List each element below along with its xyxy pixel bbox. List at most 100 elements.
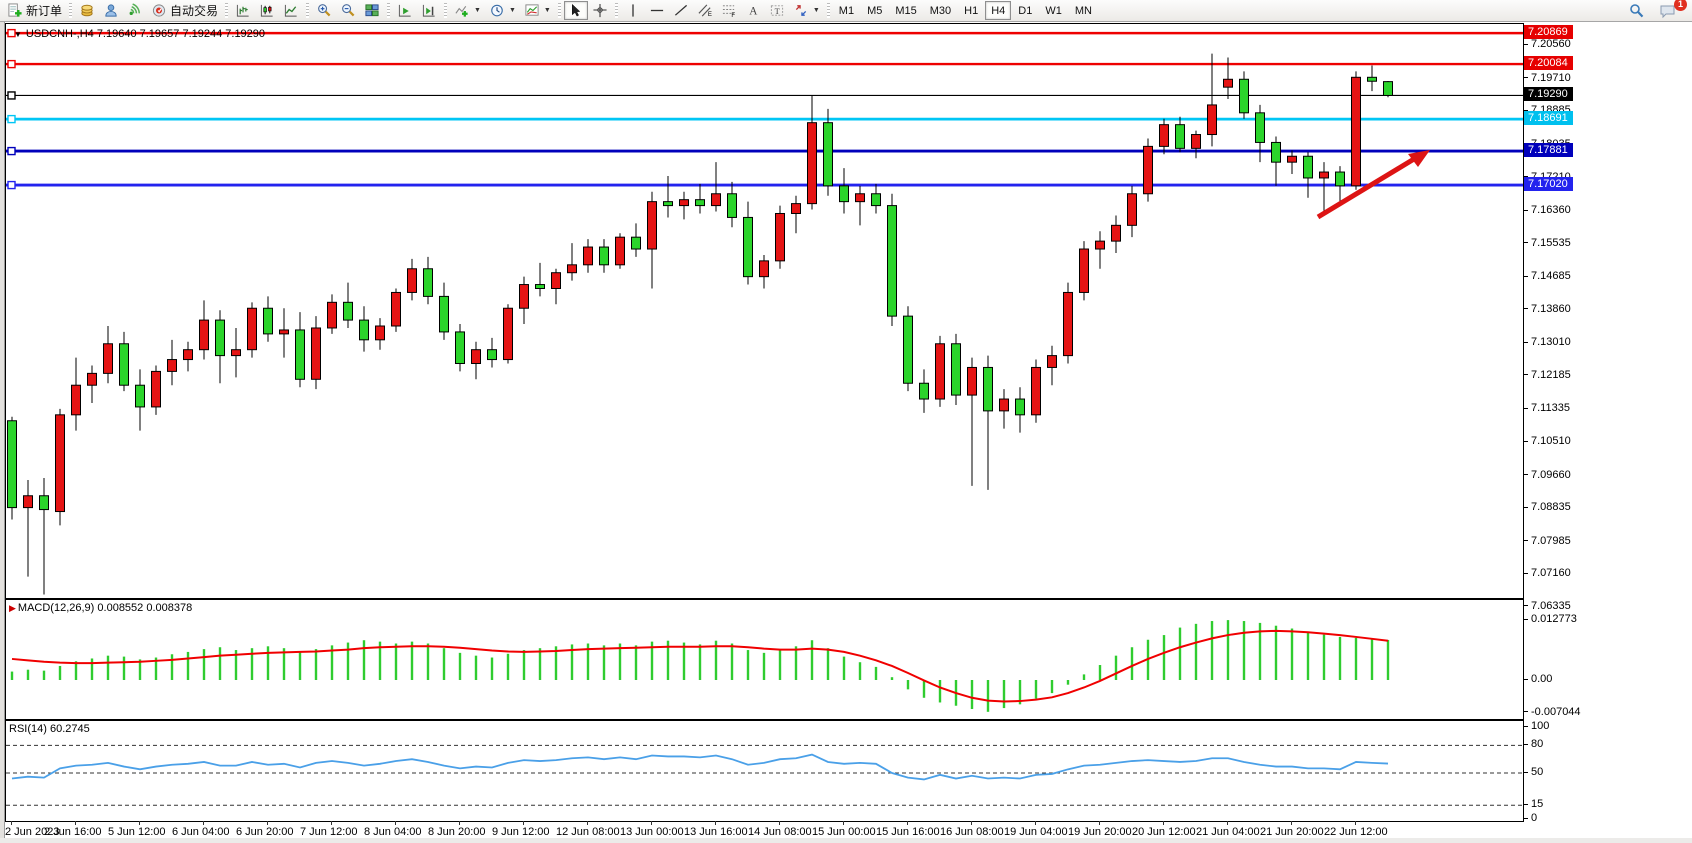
candle-body[interactable] [1143,145,1153,195]
candle-body[interactable] [951,343,961,396]
bar-chart-button[interactable] [231,1,255,20]
candle-body[interactable] [743,216,753,278]
periods-button[interactable]: ▼ [485,1,520,20]
candle-body[interactable] [839,185,849,203]
candle-body[interactable] [711,193,721,207]
candle-body[interactable] [791,203,801,214]
candle-body[interactable] [535,284,545,289]
candle-body[interactable] [983,366,993,412]
candle-body[interactable] [999,398,1009,412]
candle-body[interactable] [23,495,33,509]
candle-body[interactable] [1095,240,1105,250]
zoom-in-button[interactable] [312,1,336,20]
profile-button[interactable] [99,1,123,20]
candle-body[interactable] [919,382,929,400]
candle-body[interactable] [359,319,369,341]
arrow-shapes-button[interactable]: ▼ [789,1,824,20]
candle-body[interactable] [727,193,737,218]
candle-body[interactable] [487,349,497,361]
search-button[interactable] [1624,1,1649,20]
candle-body[interactable] [199,319,209,351]
line-anchor-handle[interactable] [7,114,16,124]
candle-body[interactable] [343,301,353,321]
signal-button[interactable] [123,1,147,20]
candle-body[interactable] [103,343,113,374]
rsi-svg[interactable] [6,721,1523,821]
macd-svg[interactable] [6,600,1523,719]
candle-body[interactable] [455,331,465,365]
autotrading-button[interactable]: 自动交易 [147,1,222,20]
candle-body[interactable] [327,301,337,329]
main-chart-panel[interactable]: ▼ USDCNH-,H4 7.19640 7.19657 7.19244 7.19… [5,23,1524,599]
line-anchor-handle[interactable] [7,59,16,69]
candle-body[interactable] [519,284,529,309]
candle-body[interactable] [375,325,385,341]
macd-panel[interactable]: ▶ MACD(12,26,9) 0.008552 0.008378 [5,599,1524,720]
candle-body[interactable] [1159,124,1169,147]
candle-body[interactable] [967,366,977,396]
candle-body[interactable] [231,349,241,357]
candle-body[interactable] [1255,112,1265,143]
candle-body[interactable] [1351,76,1361,187]
candle-body[interactable] [391,291,401,327]
timeframe-button-M1[interactable]: M1 [833,1,860,20]
text-button[interactable]: A [741,1,765,20]
candle-body[interactable] [151,370,161,408]
price-axis[interactable]: 7.205607.197107.188857.180357.172107.163… [1523,22,1692,824]
candle-body[interactable] [1207,104,1217,136]
candle-body[interactable] [1015,398,1025,416]
candle-body[interactable] [599,246,609,266]
line-anchor-handle[interactable] [7,180,16,190]
candle-body[interactable] [663,201,673,207]
rsi-line[interactable] [11,753,1389,781]
trendline-button[interactable] [669,1,693,20]
crosshair-button[interactable] [588,1,612,20]
macd-signal-line[interactable] [11,629,1389,703]
candle-body[interactable] [423,268,433,297]
candle-body[interactable] [631,236,641,250]
rsi-panel[interactable]: RSI(14) 60.2745 [5,720,1524,822]
cursor-button[interactable] [563,1,588,20]
candle-body[interactable] [1111,224,1121,242]
timeframe-button-M15[interactable]: M15 [889,1,922,20]
candle-body[interactable] [247,307,257,351]
candle-body[interactable] [279,329,289,335]
zoom-out-button[interactable] [336,1,360,20]
candle-body[interactable] [1383,81,1393,96]
timeframe-button-M30[interactable]: M30 [924,1,957,20]
tile-windows-button[interactable] [360,1,384,20]
candle-body[interactable] [1287,155,1297,163]
fibonacci-button[interactable]: F [717,1,741,20]
candle-body[interactable] [679,199,689,207]
candle-body[interactable] [183,349,193,361]
candle-body[interactable] [1127,193,1137,226]
candle-body[interactable] [1239,78,1249,114]
candle-body[interactable] [55,414,65,513]
timeframe-button-MN[interactable]: MN [1069,1,1098,20]
candle-body[interactable] [471,349,481,365]
trend-arrow-head[interactable] [1408,150,1430,167]
candle-body[interactable] [775,212,785,262]
line-anchor-handle[interactable] [7,28,16,38]
candle-body[interactable] [1047,355,1057,368]
candle-body[interactable] [551,272,561,289]
candle-body[interactable] [439,295,449,333]
candle-body[interactable] [935,343,945,400]
candle-body[interactable] [1191,134,1201,149]
indicators-button[interactable]: ▼ [450,1,485,20]
candle-body[interactable] [295,329,305,380]
timeframe-button-M5[interactable]: M5 [861,1,888,20]
candlestick-chart-button[interactable] [255,1,279,20]
timeframe-button-W1[interactable]: W1 [1039,1,1068,20]
templates-button[interactable]: ▼ [520,1,555,20]
main-chart-svg[interactable] [6,24,1523,598]
candle-body[interactable] [903,315,913,384]
timeframe-button-H4[interactable]: H4 [985,1,1012,20]
auto-scroll-button[interactable] [393,1,417,20]
text-label-button[interactable]: T [765,1,789,20]
candle-body[interactable] [311,327,321,380]
equidistant-channel-button[interactable]: E [693,1,717,20]
candle-body[interactable] [71,384,81,416]
candle-body[interactable] [503,307,513,361]
candle-body[interactable] [1079,248,1089,293]
